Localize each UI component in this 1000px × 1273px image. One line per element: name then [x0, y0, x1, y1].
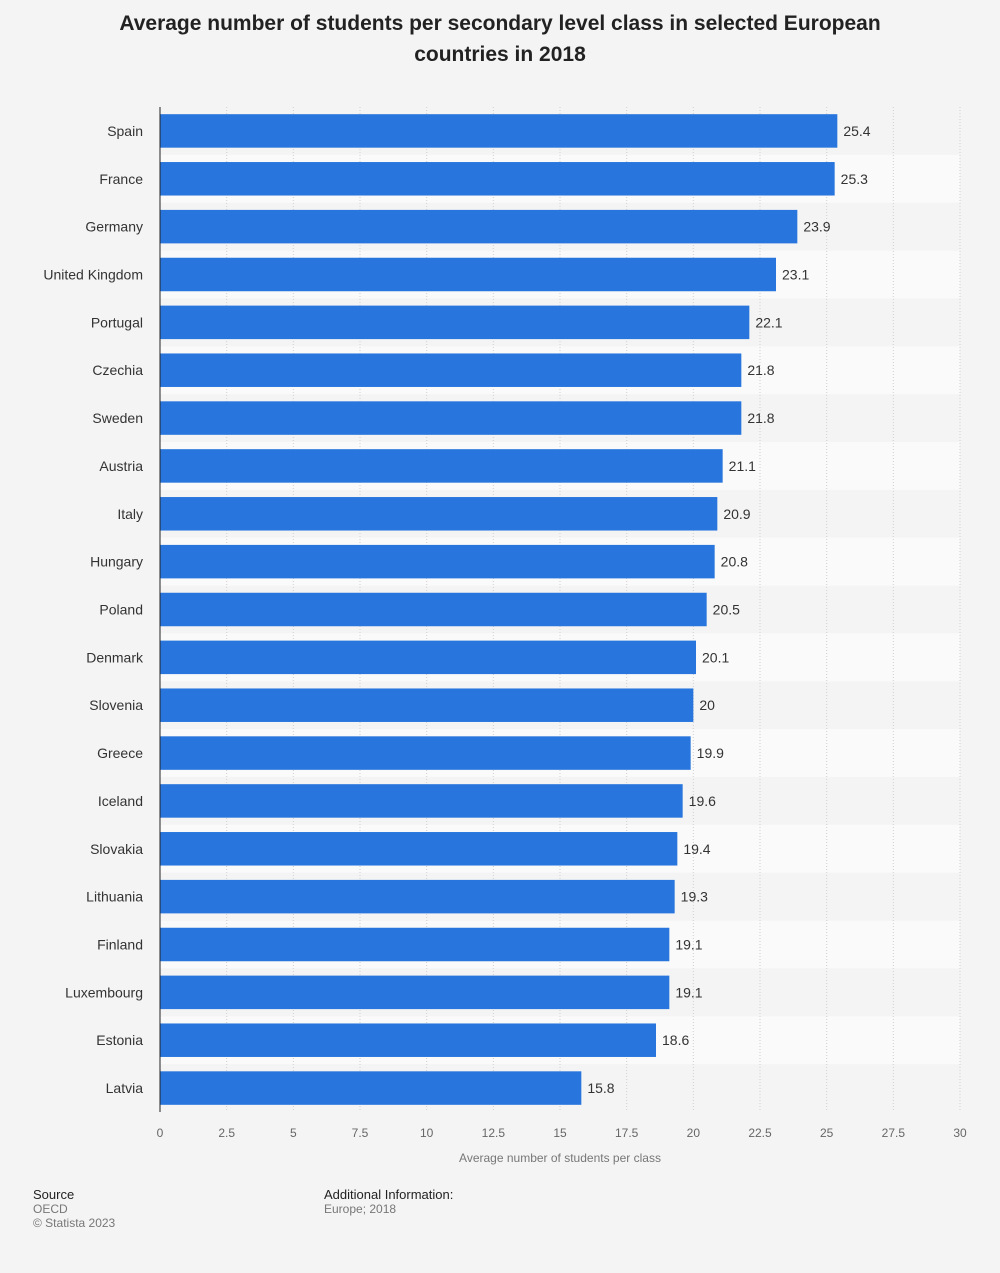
bar[interactable]	[160, 784, 683, 818]
value-label: 20.5	[713, 602, 740, 618]
value-label: 23.9	[803, 219, 830, 235]
bar[interactable]	[160, 1023, 657, 1057]
category-label: Germany	[85, 219, 143, 235]
x-tick-label: 22.5	[748, 1126, 772, 1140]
category-label: Spain	[107, 123, 143, 139]
category-label: United Kingdom	[43, 267, 143, 283]
bar[interactable]	[160, 114, 838, 148]
x-tick-label: 7.5	[352, 1126, 369, 1140]
bar[interactable]	[160, 927, 670, 962]
category-label: Portugal	[91, 314, 143, 330]
value-label: 19.4	[683, 841, 710, 857]
bar[interactable]	[160, 305, 750, 340]
x-axis-label: Average number of students per class	[459, 1151, 661, 1165]
bar[interactable]	[160, 640, 697, 675]
category-label: Italy	[117, 506, 143, 522]
value-label: 19.1	[675, 984, 702, 1000]
value-label: 19.6	[689, 793, 716, 809]
value-label: 25.4	[843, 123, 870, 139]
category-label: Sweden	[92, 410, 143, 426]
category-label: France	[99, 171, 143, 187]
bar[interactable]	[160, 1071, 582, 1105]
category-label: Austria	[99, 458, 143, 474]
x-tick-label: 12.5	[482, 1126, 506, 1140]
value-label: 15.8	[587, 1080, 614, 1096]
value-label: 20.8	[721, 554, 748, 570]
x-tick-label: 20	[687, 1126, 701, 1140]
x-tick-label: 15	[553, 1126, 567, 1140]
x-tick-label: 10	[420, 1126, 434, 1140]
category-label: Czechia	[92, 362, 143, 378]
category-label: Finland	[97, 937, 143, 953]
bar[interactable]	[160, 832, 678, 866]
additional-info-value: Europe; 2018	[324, 1202, 397, 1216]
value-label: 18.6	[662, 1032, 689, 1048]
bar[interactable]	[160, 162, 835, 196]
value-label: 25.3	[841, 171, 868, 187]
value-label: 20.1	[702, 649, 729, 665]
category-label: Hungary	[90, 554, 143, 570]
bar[interactable]	[160, 449, 723, 483]
x-tick-label: 25	[820, 1126, 834, 1140]
x-tick-label: 27.5	[882, 1126, 906, 1140]
value-label: 20.9	[723, 506, 750, 522]
value-label: 21.8	[747, 410, 774, 426]
bar[interactable]	[160, 353, 742, 387]
x-tick-label: 17.5	[615, 1126, 639, 1140]
bar-chart: Spain 25.4 France 25.3 Germany 23.9 United Kin…	[43, 107, 967, 1165]
category-label: Iceland	[98, 793, 143, 809]
additional-info-label: Additional Information:	[324, 1187, 454, 1202]
value-label: 19.1	[675, 937, 702, 953]
x-tick-label: 30	[953, 1126, 967, 1140]
chart-title: Average number of students per secondary…	[119, 12, 881, 66]
category-label: Greece	[97, 745, 143, 761]
category-label: Luxembourg	[65, 984, 143, 1000]
bar[interactable]	[160, 257, 777, 292]
copyright-text: © Statista 2023	[33, 1216, 116, 1230]
source-value[interactable]: OECD	[33, 1202, 68, 1216]
value-label: 23.1	[782, 267, 809, 283]
bar[interactable]	[160, 879, 675, 914]
category-label: Estonia	[96, 1032, 143, 1048]
category-label: Denmark	[86, 649, 144, 665]
bar[interactable]	[160, 544, 715, 579]
value-label: 19.9	[697, 745, 724, 761]
bar[interactable]	[160, 975, 670, 1010]
category-label: Lithuania	[86, 889, 143, 905]
bar[interactable]	[160, 688, 694, 722]
category-label: Slovenia	[89, 697, 143, 713]
value-label: 22.1	[755, 314, 782, 330]
value-label: 19.3	[681, 889, 708, 905]
source-label: Source	[33, 1187, 75, 1202]
bar[interactable]	[160, 497, 718, 531]
category-label: Poland	[99, 602, 143, 618]
x-tick-label: 5	[290, 1126, 297, 1140]
x-tick-label: 2.5	[218, 1126, 235, 1140]
source-block: Source OECD © Statista 2023	[33, 1187, 116, 1231]
additional-info-block: Additional Information: Europe; 2018	[324, 1187, 454, 1217]
value-label: 21.8	[747, 362, 774, 378]
category-label: Slovakia	[90, 841, 143, 857]
bar[interactable]	[160, 592, 707, 627]
x-tick-label: 0	[157, 1126, 164, 1140]
value-label: 20	[699, 697, 715, 713]
value-label: 21.1	[729, 458, 756, 474]
bar[interactable]	[160, 736, 691, 770]
bar[interactable]	[160, 209, 798, 244]
category-label: Latvia	[106, 1080, 144, 1096]
bar[interactable]	[160, 401, 742, 435]
